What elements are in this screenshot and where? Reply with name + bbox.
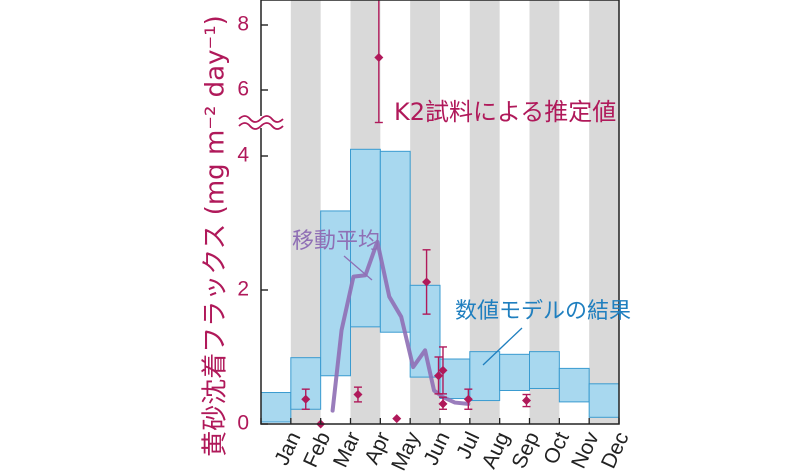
k2-point-10	[463, 388, 473, 410]
k2-point-11	[522, 393, 532, 408]
x-tick-label-jun: Jun	[419, 428, 454, 468]
model-bar-apr	[350, 148, 381, 328]
k2-point-5	[374, 0, 384, 124]
k2-point-marker	[301, 394, 311, 404]
k2-point-marker	[434, 371, 444, 381]
moving-average-label: 移動平均	[292, 229, 380, 254]
y-tick-label-2: 2	[237, 278, 249, 301]
model-bar-may	[379, 150, 411, 333]
x-tick-label-may: May	[387, 428, 425, 471]
k2-point-marker	[353, 390, 363, 400]
k2-point-marker	[422, 277, 432, 287]
k2-point-1	[301, 388, 311, 410]
k2-point-marker	[463, 394, 473, 404]
y-tick-label-8: 8	[237, 13, 249, 36]
k2-point-4	[392, 414, 402, 424]
k2-point-6	[422, 249, 432, 315]
stripe-feb	[290, 0, 321, 424]
k2-point-marker	[522, 396, 532, 406]
stripe-dec	[589, 0, 619, 424]
axes: 02468JanFebMarAprMayJunJulAugSepOctNovDe…	[237, 0, 634, 471]
labels: 黄砂沈着フラックス (mg m⁻² day⁻¹) K2試料による推定値 移動平均…	[201, 15, 632, 457]
k2-sample-points	[301, 0, 532, 429]
y-tick-label-0: 0	[237, 412, 249, 435]
k2-point-3	[353, 386, 363, 403]
x-tick-label-feb: Feb	[299, 428, 335, 471]
k2-point-marker	[392, 414, 402, 424]
model-bar-sep	[499, 353, 530, 392]
x-tick-label-mar: Mar	[329, 428, 365, 471]
x-tick-label-aug: Aug	[478, 428, 515, 471]
k2-point-marker	[374, 53, 384, 62]
k2-samples-label: K2試料による推定値	[394, 98, 616, 126]
y-tick-label-6: 6	[237, 78, 249, 101]
axis-break-top	[238, 115, 284, 123]
k2-point-marker	[438, 365, 448, 375]
model-result-label: 数値モデルの結果	[455, 299, 631, 324]
axis-break-bottom	[238, 122, 284, 130]
model-bar-jan	[260, 392, 292, 423]
model-bars	[260, 148, 620, 423]
x-tick-label-dec: Dec	[597, 428, 634, 471]
model-bar-aug	[469, 351, 501, 402]
k2-point-9	[438, 396, 448, 410]
model-bar-nov	[558, 367, 590, 403]
x-tick-label-nov: Nov	[567, 428, 604, 471]
k2-point-8	[438, 346, 448, 395]
model-bar-dec	[588, 383, 620, 418]
moving-average-leader	[343, 255, 373, 281]
model-bar-oct	[529, 351, 560, 389]
model-result-leader	[482, 327, 523, 366]
model-bar-jul	[439, 358, 471, 400]
k2-point-marker	[438, 399, 448, 409]
x-tick-label-sep: Sep	[507, 428, 544, 471]
y-axis-label: 黄砂沈着フラックス (mg m⁻² day⁻¹)	[201, 15, 231, 457]
y-tick-label-4: 4	[237, 144, 249, 167]
